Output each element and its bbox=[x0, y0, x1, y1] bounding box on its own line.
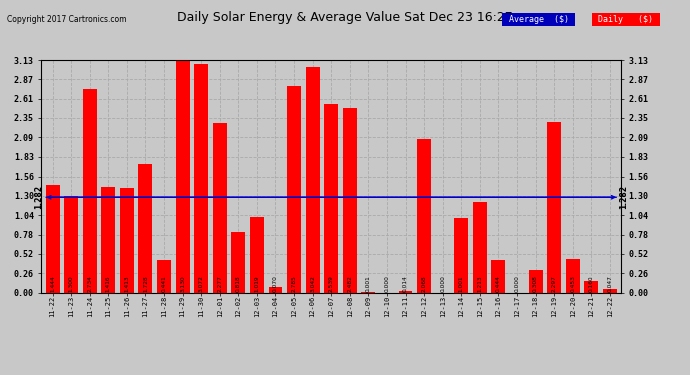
Bar bbox=[46, 185, 59, 292]
Text: 1.282: 1.282 bbox=[620, 185, 629, 209]
Text: 0.000: 0.000 bbox=[440, 275, 445, 292]
Text: 2.734: 2.734 bbox=[87, 275, 92, 292]
Text: 0.047: 0.047 bbox=[607, 275, 612, 292]
Bar bbox=[603, 289, 617, 292]
Text: 0.000: 0.000 bbox=[384, 275, 389, 292]
Text: 1.019: 1.019 bbox=[255, 275, 259, 292]
Bar bbox=[529, 270, 542, 292]
Bar bbox=[324, 104, 338, 292]
Text: 2.277: 2.277 bbox=[217, 275, 222, 292]
Bar bbox=[584, 280, 598, 292]
Text: 0.441: 0.441 bbox=[161, 275, 166, 292]
Text: 2.297: 2.297 bbox=[551, 275, 557, 292]
Bar bbox=[83, 89, 97, 292]
Bar bbox=[306, 66, 319, 292]
Bar bbox=[566, 259, 580, 292]
Bar bbox=[231, 232, 245, 292]
Text: 0.000: 0.000 bbox=[515, 275, 520, 292]
Text: 0.453: 0.453 bbox=[570, 275, 575, 292]
Text: 3.072: 3.072 bbox=[199, 275, 204, 292]
Text: 0.160: 0.160 bbox=[589, 275, 594, 292]
Text: 1.728: 1.728 bbox=[143, 275, 148, 292]
Text: 0.308: 0.308 bbox=[533, 275, 538, 292]
Text: 3.130: 3.130 bbox=[180, 275, 185, 292]
Bar bbox=[343, 108, 357, 292]
Bar bbox=[176, 60, 190, 292]
Bar bbox=[287, 86, 301, 292]
Text: 2.068: 2.068 bbox=[422, 275, 426, 292]
Text: 0.444: 0.444 bbox=[496, 275, 501, 292]
Bar bbox=[268, 287, 282, 292]
Text: 0.014: 0.014 bbox=[403, 275, 408, 292]
Bar bbox=[547, 122, 561, 292]
Text: 0.001: 0.001 bbox=[366, 275, 371, 292]
Text: 0.818: 0.818 bbox=[236, 275, 241, 292]
Bar bbox=[417, 139, 431, 292]
Text: 0.070: 0.070 bbox=[273, 275, 278, 292]
Text: Average  ($): Average ($) bbox=[504, 15, 573, 24]
Text: Daily   ($): Daily ($) bbox=[593, 15, 658, 24]
Bar bbox=[473, 202, 486, 292]
Bar bbox=[399, 291, 413, 292]
Bar bbox=[250, 217, 264, 292]
Bar bbox=[213, 123, 227, 292]
Text: 1.413: 1.413 bbox=[124, 275, 129, 292]
Text: 2.785: 2.785 bbox=[292, 275, 297, 292]
Text: 1.001: 1.001 bbox=[459, 275, 464, 292]
Text: Copyright 2017 Cartronics.com: Copyright 2017 Cartronics.com bbox=[7, 15, 126, 24]
Bar bbox=[454, 218, 469, 292]
Bar bbox=[120, 188, 134, 292]
Bar bbox=[101, 188, 115, 292]
Text: Daily Solar Energy & Average Value Sat Dec 23 16:27: Daily Solar Energy & Average Value Sat D… bbox=[177, 11, 513, 24]
Text: 1.416: 1.416 bbox=[106, 276, 111, 292]
Text: 2.539: 2.539 bbox=[328, 275, 334, 292]
Text: 1.300: 1.300 bbox=[68, 275, 74, 292]
Bar bbox=[194, 64, 208, 292]
Text: 1.213: 1.213 bbox=[477, 275, 482, 292]
Bar bbox=[491, 260, 505, 292]
Bar bbox=[139, 164, 152, 292]
Bar bbox=[64, 196, 78, 292]
Bar bbox=[157, 260, 171, 292]
Text: 3.042: 3.042 bbox=[310, 275, 315, 292]
Text: 2.482: 2.482 bbox=[347, 275, 353, 292]
Text: 1.282: 1.282 bbox=[34, 185, 43, 209]
Text: 1.444: 1.444 bbox=[50, 275, 55, 292]
